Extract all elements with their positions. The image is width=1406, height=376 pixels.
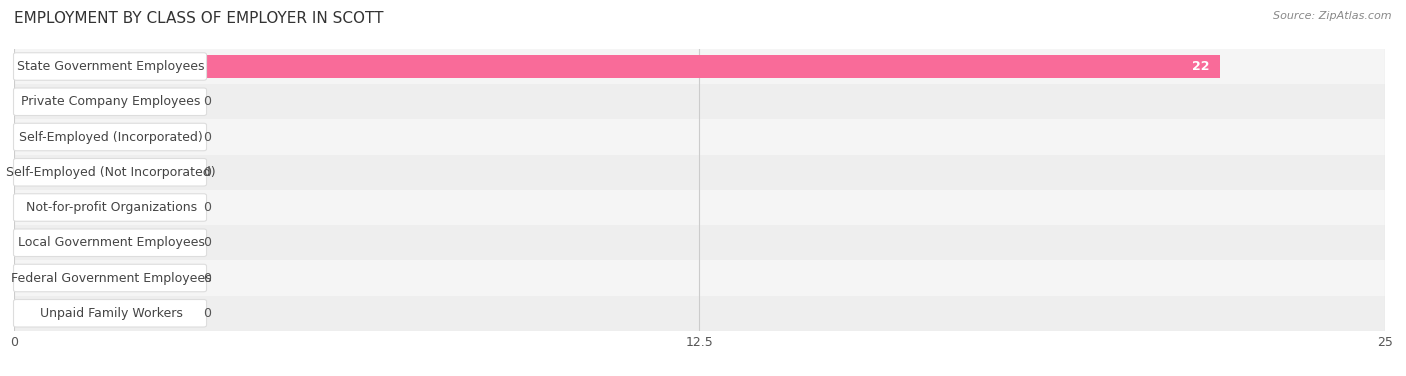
FancyBboxPatch shape bbox=[14, 194, 207, 221]
Text: Not-for-profit Organizations: Not-for-profit Organizations bbox=[25, 201, 197, 214]
Text: 22: 22 bbox=[1192, 60, 1209, 73]
FancyBboxPatch shape bbox=[14, 123, 207, 151]
Text: Self-Employed (Incorporated): Self-Employed (Incorporated) bbox=[20, 130, 202, 144]
Text: 0: 0 bbox=[204, 271, 211, 285]
FancyBboxPatch shape bbox=[14, 264, 207, 292]
Text: 0: 0 bbox=[204, 166, 211, 179]
Text: Source: ZipAtlas.com: Source: ZipAtlas.com bbox=[1274, 11, 1392, 21]
Text: Unpaid Family Workers: Unpaid Family Workers bbox=[39, 307, 183, 320]
Bar bbox=[14, 266, 195, 290]
Text: EMPLOYMENT BY CLASS OF EMPLOYER IN SCOTT: EMPLOYMENT BY CLASS OF EMPLOYER IN SCOTT bbox=[14, 11, 384, 26]
Bar bbox=[14, 231, 195, 255]
FancyBboxPatch shape bbox=[14, 88, 207, 115]
Bar bbox=[14, 84, 1385, 120]
Text: 0: 0 bbox=[204, 307, 211, 320]
Bar bbox=[14, 49, 1385, 84]
Bar bbox=[14, 196, 195, 220]
Text: 0: 0 bbox=[204, 95, 211, 108]
Bar bbox=[14, 55, 1220, 79]
Text: Private Company Employees: Private Company Employees bbox=[21, 95, 201, 108]
FancyBboxPatch shape bbox=[14, 53, 207, 80]
Text: 0: 0 bbox=[204, 130, 211, 144]
Bar bbox=[14, 120, 1385, 155]
Bar bbox=[14, 160, 195, 184]
Bar bbox=[14, 155, 1385, 190]
FancyBboxPatch shape bbox=[14, 229, 207, 256]
Text: Local Government Employees: Local Government Employees bbox=[18, 236, 204, 249]
Bar bbox=[14, 90, 195, 114]
Text: 0: 0 bbox=[204, 236, 211, 249]
Bar bbox=[14, 301, 195, 325]
Text: Self-Employed (Not Incorporated): Self-Employed (Not Incorporated) bbox=[6, 166, 217, 179]
FancyBboxPatch shape bbox=[14, 159, 207, 186]
Bar bbox=[14, 125, 195, 149]
Text: Federal Government Employees: Federal Government Employees bbox=[11, 271, 211, 285]
Bar bbox=[14, 260, 1385, 296]
Bar bbox=[14, 190, 1385, 225]
FancyBboxPatch shape bbox=[14, 300, 207, 327]
Bar bbox=[14, 296, 1385, 331]
Bar bbox=[14, 225, 1385, 260]
Text: 0: 0 bbox=[204, 201, 211, 214]
Text: State Government Employees: State Government Employees bbox=[17, 60, 205, 73]
